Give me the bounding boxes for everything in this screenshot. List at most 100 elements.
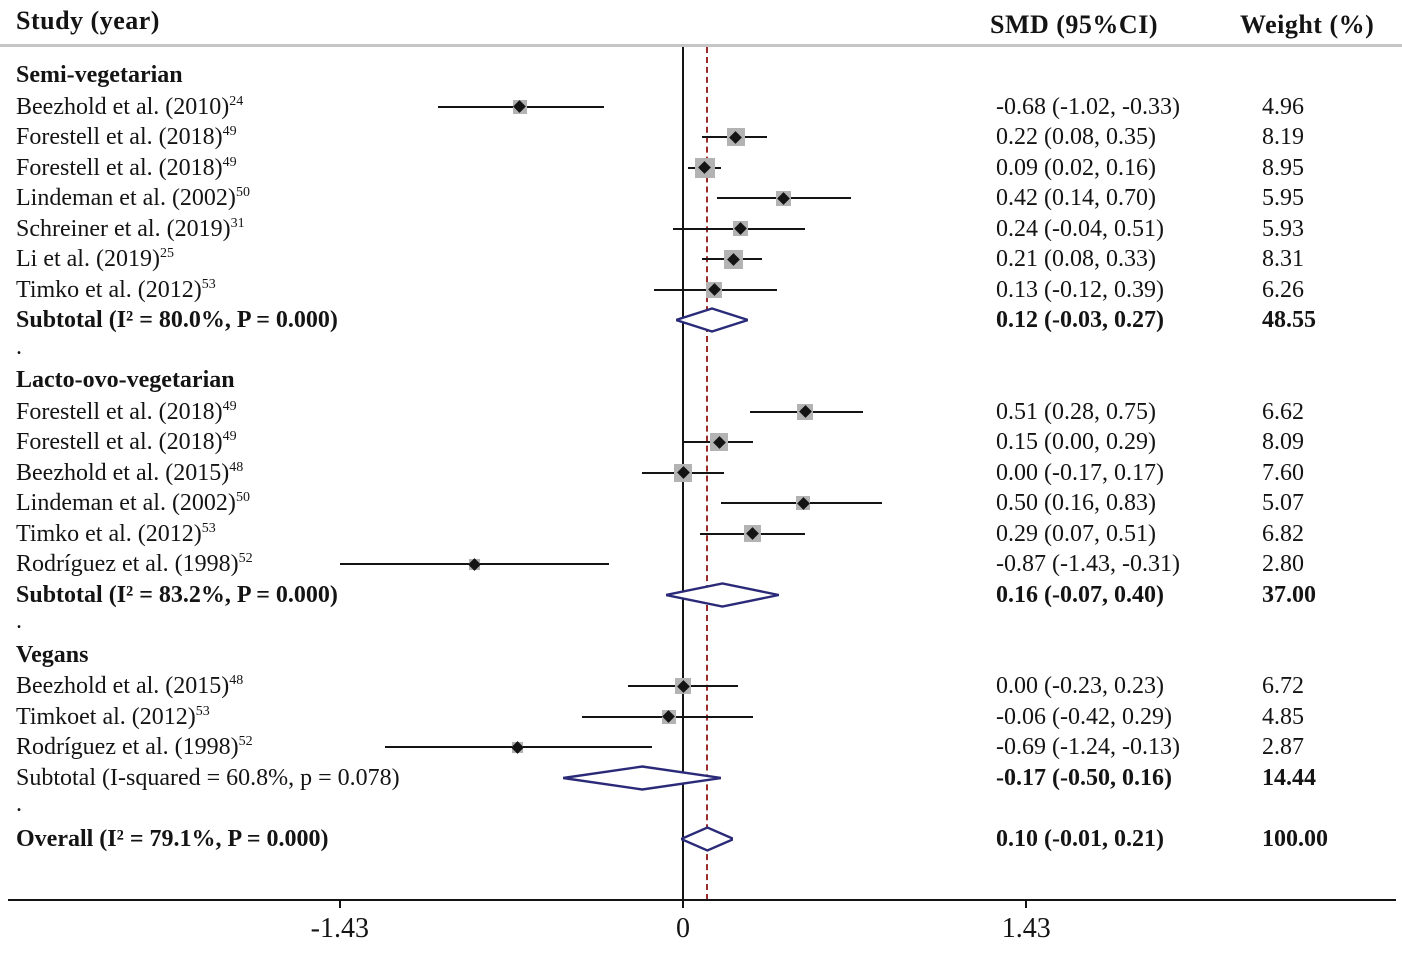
- study-label: Forestell et al. (2018)49: [16, 155, 237, 181]
- smd-ci-value: 0.13 (-0.12, 0.39): [996, 276, 1164, 303]
- column-header-weight: Weight (%): [1240, 10, 1375, 39]
- subtotal-label: Subtotal (I² = 80.0%, P = 0.000): [16, 307, 338, 333]
- study-label: Forestell et al. (2018)49: [16, 398, 237, 425]
- column-header-study: Study (year): [16, 6, 160, 35]
- smd-ci-value: -0.87 (-1.43, -0.31): [996, 551, 1180, 577]
- smd-ci-value: 0.22 (0.08, 0.35): [996, 124, 1156, 150]
- smd-ci-value: -0.69 (-1.24, -0.13): [996, 734, 1180, 760]
- study-name: Lindeman et al. (2002): [16, 185, 236, 211]
- smd-ci-value: 0.00 (-0.23, 0.23): [996, 673, 1164, 699]
- study-reference-number: 49: [222, 124, 237, 139]
- group-separator-dot: .: [16, 608, 22, 634]
- study-name: Forestell et al. (2018): [16, 429, 223, 455]
- weight-value: 8.95: [1262, 154, 1304, 181]
- weight-value: 2.87: [1262, 734, 1304, 760]
- group-header: Semi-vegetarian: [16, 62, 183, 88]
- study-reference-number: 49: [222, 429, 237, 444]
- subtotal-weight-value: 48.55: [1262, 307, 1316, 333]
- study-name: Rodríguez et al. (1998): [16, 734, 239, 760]
- subtotal-smd-value: -0.17 (-0.50, 0.16): [996, 764, 1172, 791]
- study-label: Beezhold et al. (2015)48: [16, 673, 244, 699]
- smd-ci-value: 0.29 (0.07, 0.51): [996, 520, 1156, 547]
- group-separator-dot: .: [16, 333, 22, 360]
- study-label: Rodríguez et al. (1998)52: [16, 551, 253, 577]
- overall-pooled-diamond: [680, 825, 734, 852]
- study-label: Timko et al. (2012)53: [16, 276, 216, 303]
- x-axis-tick: [1025, 900, 1028, 908]
- x-axis-tick-label: -1.43: [310, 913, 369, 944]
- study-name: Forestell et al. (2018): [16, 124, 223, 150]
- study-label: Lindeman et al. (2002)50: [16, 185, 250, 211]
- smd-ci-value: 0.15 (0.00, 0.29): [996, 429, 1156, 455]
- study-name: Lindeman et al. (2002): [16, 490, 236, 516]
- study-reference-number: 53: [201, 276, 216, 292]
- group-separator-dot: .: [16, 791, 22, 817]
- study-reference-number: 31: [230, 215, 245, 231]
- weight-value: 7.60: [1262, 459, 1304, 486]
- study-label: Beezhold et al. (2015)48: [16, 459, 244, 486]
- x-axis-tick: [682, 900, 684, 908]
- smd-ci-value: -0.06 (-0.42, 0.29): [996, 703, 1172, 730]
- weight-value: 8.31: [1262, 246, 1304, 272]
- study-label: Forestell et al. (2018)49: [16, 124, 237, 150]
- weight-value: 6.82: [1262, 520, 1304, 547]
- study-reference-number: 53: [195, 703, 210, 719]
- study-label: Timko et al. (2012)53: [16, 520, 216, 547]
- study-name: Schreiner et al. (2019): [16, 215, 231, 242]
- weight-value: 6.62: [1262, 398, 1304, 425]
- subtotal-smd-value: 0.16 (-0.07, 0.40): [996, 581, 1164, 608]
- study-reference-number: 50: [235, 490, 250, 505]
- study-name: Timkoet al. (2012): [16, 703, 196, 730]
- study-name: Beezhold et al. (2015): [16, 459, 230, 486]
- weight-value: 8.19: [1262, 124, 1304, 150]
- study-reference-number: 52: [238, 734, 253, 749]
- overall-label: Overall (I² = 79.1%, P = 0.000): [16, 825, 329, 852]
- study-reference-number: 48: [229, 459, 244, 475]
- subtotal-smd-value: 0.12 (-0.03, 0.27): [996, 307, 1164, 333]
- group-header: Vegans: [16, 641, 89, 668]
- subtotal-pooled-diamond: [675, 307, 748, 333]
- study-reference-number: 48: [229, 673, 244, 688]
- pooled-estimate-dashed-line: [706, 47, 708, 900]
- overall-weight-value: 100.00: [1262, 825, 1328, 852]
- study-reference-number: 50: [235, 185, 250, 200]
- smd-ci-value: 0.09 (0.02, 0.16): [996, 154, 1156, 181]
- overall-smd-value: 0.10 (-0.01, 0.21): [996, 825, 1164, 852]
- study-label: Timkoet al. (2012)53: [16, 703, 210, 730]
- study-label: Rodríguez et al. (1998)52: [16, 734, 253, 760]
- weight-value: 6.72: [1262, 673, 1304, 699]
- study-label: Schreiner et al. (2019)31: [16, 215, 245, 242]
- subtotal-pooled-diamond: [563, 764, 722, 791]
- smd-ci-value: 0.24 (-0.04, 0.51): [996, 215, 1164, 242]
- study-name: Rodríguez et al. (1998): [16, 551, 239, 577]
- study-name: Forestell et al. (2018): [16, 398, 223, 425]
- study-name: Timko et al. (2012): [16, 276, 202, 303]
- study-name: Timko et al. (2012): [16, 520, 202, 547]
- subtotal-label: Subtotal (I² = 83.2%, P = 0.000): [16, 581, 338, 608]
- study-name: Beezhold et al. (2010): [16, 93, 230, 120]
- study-name: Beezhold et al. (2015): [16, 673, 230, 699]
- study-label: Forestell et al. (2018)49: [16, 429, 237, 455]
- study-label: Li et al. (2019)25: [16, 246, 174, 272]
- x-axis-tick-label: 0: [676, 913, 690, 944]
- study-reference-number: 53: [201, 520, 216, 536]
- study-label: Beezhold et al. (2010)24: [16, 93, 243, 120]
- smd-ci-value: 0.42 (0.14, 0.70): [996, 185, 1156, 211]
- weight-value: 8.09: [1262, 429, 1304, 455]
- x-axis-tick-label: 1.43: [1001, 913, 1051, 944]
- weight-value: 4.96: [1262, 93, 1304, 120]
- weight-value: 2.80: [1262, 551, 1304, 577]
- study-label: Lindeman et al. (2002)50: [16, 490, 250, 516]
- smd-ci-value: 0.51 (0.28, 0.75): [996, 398, 1156, 425]
- smd-ci-value: 0.21 (0.08, 0.33): [996, 246, 1156, 272]
- column-header-smd: SMD (95%CI): [990, 10, 1158, 39]
- weight-value: 5.93: [1262, 215, 1304, 242]
- study-reference-number: 49: [222, 398, 237, 414]
- smd-ci-value: 0.50 (0.16, 0.83): [996, 490, 1156, 516]
- weight-value: 6.26: [1262, 276, 1304, 303]
- study-name: Li et al. (2019): [16, 246, 160, 272]
- study-reference-number: 52: [238, 551, 253, 566]
- study-reference-number: 25: [159, 246, 174, 261]
